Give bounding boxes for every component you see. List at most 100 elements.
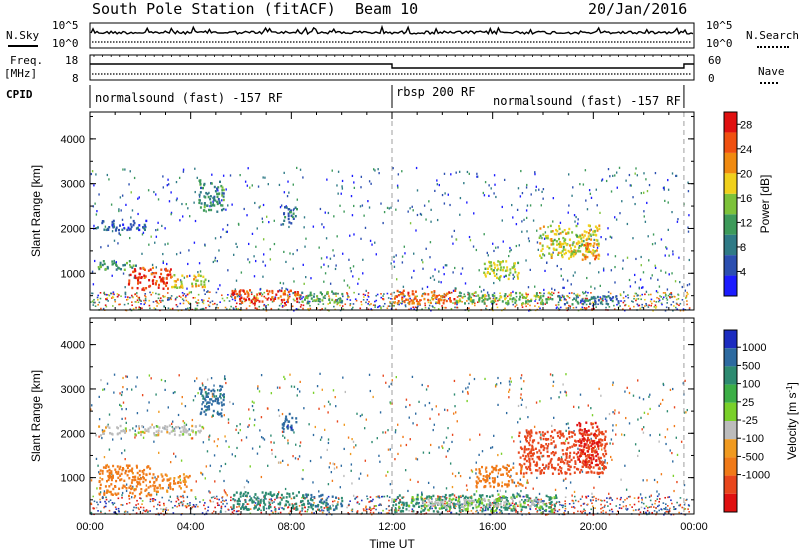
data-cell xyxy=(109,490,112,494)
data-cell xyxy=(497,277,500,280)
data-cell xyxy=(372,304,375,306)
data-cell xyxy=(433,423,436,426)
data-cell xyxy=(668,510,671,512)
data-cell xyxy=(687,226,689,229)
data-cell xyxy=(301,300,304,303)
data-cell xyxy=(595,306,597,308)
data-cell xyxy=(320,436,323,439)
data-cell xyxy=(558,225,560,228)
data-cell xyxy=(119,403,121,407)
data-cell xyxy=(161,224,163,228)
data-cell xyxy=(155,292,157,295)
data-cell xyxy=(413,308,415,310)
data-cell xyxy=(291,305,294,308)
data-cell xyxy=(194,190,196,194)
data-cell xyxy=(643,512,646,515)
data-cell xyxy=(213,440,216,443)
data-cell xyxy=(592,301,594,304)
data-cell xyxy=(192,503,195,506)
data-cell xyxy=(139,483,142,486)
data-cell xyxy=(97,226,99,229)
data-cell xyxy=(440,495,442,498)
data-cell xyxy=(631,506,633,508)
data-cell xyxy=(589,499,592,501)
data-cell xyxy=(597,242,600,245)
data-cell xyxy=(416,458,419,461)
data-cell xyxy=(106,265,109,269)
data-cell xyxy=(655,301,658,303)
data-cell xyxy=(445,436,448,439)
data-cell xyxy=(100,307,102,310)
data-cell xyxy=(649,434,651,437)
data-cell xyxy=(684,502,686,505)
data-cell xyxy=(202,427,205,430)
data-cell xyxy=(588,189,591,192)
data-cell xyxy=(619,305,621,307)
data-cell xyxy=(133,478,136,482)
data-cell xyxy=(625,416,627,420)
data-cell xyxy=(482,294,485,297)
data-cell xyxy=(301,503,304,507)
data-cell xyxy=(443,408,446,411)
data-cell xyxy=(447,449,449,453)
data-cell xyxy=(188,428,190,431)
data-cell xyxy=(350,509,353,512)
data-cell xyxy=(172,512,175,514)
data-cell xyxy=(612,174,614,178)
data-cell xyxy=(513,503,516,506)
data-cell xyxy=(242,492,245,496)
data-cell xyxy=(202,307,205,310)
data-cell xyxy=(544,513,547,516)
data-cell xyxy=(500,296,503,299)
data-cell xyxy=(262,275,264,278)
data-cell xyxy=(544,231,547,234)
data-cell xyxy=(585,250,588,253)
data-cell xyxy=(581,233,584,236)
colorbar-label: Power [dB] xyxy=(758,175,772,234)
data-cell xyxy=(247,242,250,246)
data-cell xyxy=(526,479,529,482)
data-cell xyxy=(417,502,420,505)
data-cell xyxy=(438,300,441,303)
data-cell xyxy=(616,497,618,500)
data-cell xyxy=(588,224,591,227)
data-cell xyxy=(238,505,240,508)
data-cell xyxy=(637,304,640,307)
data-cell xyxy=(404,304,407,306)
data-cell xyxy=(185,475,188,478)
data-cell xyxy=(320,257,323,260)
data-cell xyxy=(432,306,434,308)
data-cell xyxy=(504,293,507,296)
data-cell xyxy=(233,500,236,503)
data-cell xyxy=(323,295,326,297)
data-cell xyxy=(303,497,306,500)
data-cell xyxy=(571,243,574,247)
data-cell xyxy=(110,203,113,206)
data-cell xyxy=(598,271,600,274)
data-cell xyxy=(203,289,205,292)
data-cell xyxy=(227,418,230,421)
data-cell xyxy=(676,308,678,310)
data-cell xyxy=(182,473,185,476)
data-cell xyxy=(300,513,303,516)
data-cell xyxy=(509,377,512,380)
data-cell xyxy=(520,374,523,377)
data-cell xyxy=(119,424,122,428)
data-cell xyxy=(198,179,201,182)
data-cell xyxy=(378,504,380,507)
data-cell xyxy=(122,385,124,389)
data-cell xyxy=(194,282,197,286)
data-cell xyxy=(633,497,636,499)
data-cell xyxy=(538,299,541,301)
data-cell xyxy=(251,501,254,504)
data-cell xyxy=(166,297,169,299)
data-cell xyxy=(99,263,102,267)
data-cell xyxy=(528,512,530,514)
data-cell xyxy=(259,504,261,507)
data-cell xyxy=(302,263,304,266)
data-cell xyxy=(661,303,663,306)
data-cell xyxy=(544,303,547,305)
data-cell xyxy=(334,267,337,271)
data-cell xyxy=(402,289,405,292)
data-cell xyxy=(525,305,527,308)
